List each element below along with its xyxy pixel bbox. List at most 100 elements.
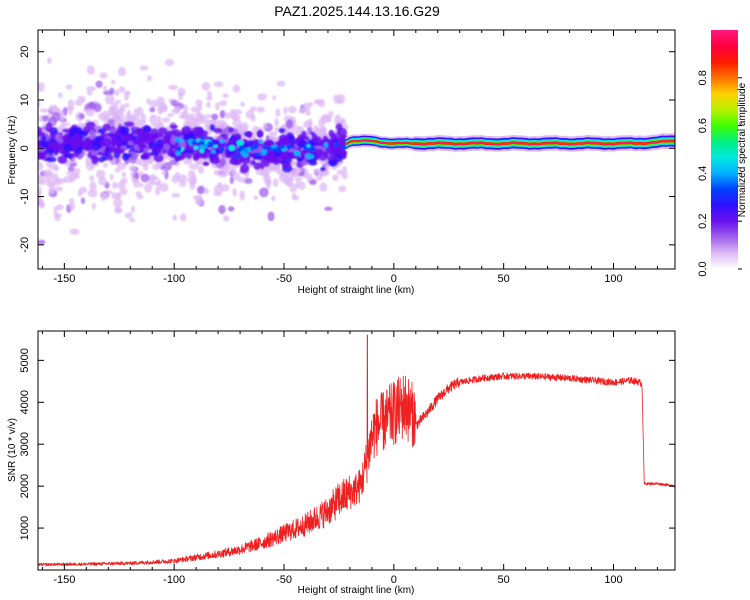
- spectrogram-cell: [222, 93, 229, 98]
- spectrogram-cell: [189, 113, 196, 121]
- spectrogram-cell: [247, 139, 254, 147]
- snr-x-ticks: -150 -100 -50 0 50 100: [41, 331, 658, 586]
- spectrogram-cell: [213, 127, 223, 134]
- spectrogram-cell: [198, 141, 206, 146]
- spectrogram-heatmap: [38, 57, 675, 245]
- spectrogram-cell: [80, 96, 86, 103]
- spectrogram-cell: [68, 130, 75, 138]
- spectrogram-cell: [249, 106, 257, 112]
- spectrogram-cell: [170, 134, 177, 145]
- spectrogram-cell: [139, 182, 144, 188]
- spectrogram-cell: [38, 186, 42, 196]
- spectrogram-cell: [188, 163, 199, 170]
- spectrogram-cell: [78, 113, 85, 120]
- spectrogram-cell: [149, 175, 159, 181]
- spectrogram-cell: [342, 166, 348, 172]
- spectrogram-cell: [194, 196, 203, 206]
- spectrogram-cell: [126, 144, 132, 150]
- spectrogram-cell: [333, 142, 340, 147]
- spectrogram-cell: [191, 140, 196, 145]
- spectrogram-cell: [110, 102, 119, 110]
- spectrogram-cell: [163, 143, 170, 151]
- spectrogram-cell: [129, 165, 136, 172]
- spectrogram-cell: [132, 128, 142, 135]
- snr-x-tick-label: 100: [604, 574, 622, 586]
- spectrogram-cell: [276, 80, 286, 87]
- spectrogram-cell: [271, 195, 276, 202]
- spectrogram-coherent-line: [345, 133, 675, 152]
- spectrogram-cell: [155, 181, 160, 186]
- spectrogram-cell: [46, 156, 57, 163]
- spectrogram-cell: [63, 145, 73, 153]
- spectrogram-cell: [38, 161, 44, 171]
- spectrogram-cell: [305, 110, 311, 116]
- spectrogram-cell: [278, 127, 286, 134]
- spectrogram-cell: [146, 152, 155, 157]
- spectrogram-cell: [294, 176, 303, 182]
- spectrogram-cell: [39, 108, 50, 113]
- spectrogram-y-label: Frequency (Hz): [7, 116, 18, 185]
- spectrogram-cell: [323, 142, 329, 148]
- spectrogram-cell: [157, 127, 168, 134]
- spectrogram-cell: [91, 202, 96, 210]
- spectrogram-cell: [136, 106, 144, 117]
- spectrogram-cell: [260, 149, 268, 155]
- spectrogram-cell: [55, 204, 64, 211]
- spectrogram-cell: [136, 194, 144, 200]
- spectrogram-cell: [285, 119, 294, 129]
- spectrogram-cell: [95, 80, 103, 89]
- snr-panel: -150 -100 -50 0 50 100 1000 2000 3000 4000 5000 H…: [7, 330, 676, 596]
- spectrogram-cell: [327, 159, 336, 166]
- spectrogram-cell: [109, 127, 116, 134]
- spectrogram-cell: [89, 181, 97, 192]
- spectrogram-cell: [232, 188, 237, 197]
- spectrogram-cell: [111, 79, 116, 85]
- spectrogram-cell: [298, 181, 306, 191]
- spectrogram-cell: [102, 86, 108, 91]
- spectrogram-cell: [240, 122, 249, 132]
- snr-y-tick-label: 5000: [19, 348, 31, 372]
- spectrogram-cell: [38, 99, 41, 108]
- spectrogram-cell: [253, 195, 259, 201]
- spectrogram-cell: [309, 131, 316, 136]
- spectrogram-cell: [114, 205, 122, 213]
- spectrogram-cell: [218, 122, 229, 128]
- snr-x-tick-label: -50: [276, 574, 292, 586]
- spectrogram-cell: [237, 176, 246, 183]
- spectrogram-cell: [149, 106, 156, 113]
- spectrogram-cell: [171, 193, 181, 198]
- spectrogram-cell: [340, 117, 346, 125]
- spectrogram-cell: [38, 131, 46, 137]
- spectrogram-cell: [116, 192, 122, 200]
- spectrogram-cell: [294, 166, 301, 176]
- spectrogram-cell: [146, 75, 152, 82]
- spectrogram-cell: [293, 150, 301, 156]
- spectrogram-cell: [191, 179, 197, 186]
- spectrogram-cell: [50, 132, 56, 141]
- spectrogram-cell: [278, 134, 289, 143]
- spectrogram-cell: [328, 110, 334, 118]
- snr-x-tick-label: -150: [53, 574, 75, 586]
- spectrogram-cell: [206, 101, 211, 108]
- spectrogram-cell: [213, 81, 224, 87]
- spectrogram-cell: [211, 149, 216, 154]
- spectrogram-cell: [123, 121, 135, 127]
- spectrogram-cell: [109, 173, 114, 181]
- spectrogram-cell: [119, 187, 128, 196]
- spectrogram-cell: [52, 173, 59, 182]
- spectrogram-cell: [86, 65, 95, 75]
- spectrogram-cell: [274, 117, 279, 127]
- spectrogram-cell: [114, 89, 120, 97]
- spectrogram-cell: [219, 139, 225, 144]
- spectrogram-cell: [336, 169, 344, 175]
- spectrogram-cell: [87, 189, 98, 198]
- spectrogram-cell: [183, 158, 193, 165]
- spectrogram-cell: [86, 90, 93, 96]
- spectrogram-cell: [109, 87, 115, 96]
- spectrogram-cell: [176, 138, 184, 143]
- spectrogram-cell: [255, 152, 261, 157]
- spectrogram-cell: [166, 113, 174, 118]
- spectrogram-cell: [132, 115, 141, 126]
- spectrogram-cell: [38, 150, 45, 160]
- spectrogram-cell: [115, 99, 121, 105]
